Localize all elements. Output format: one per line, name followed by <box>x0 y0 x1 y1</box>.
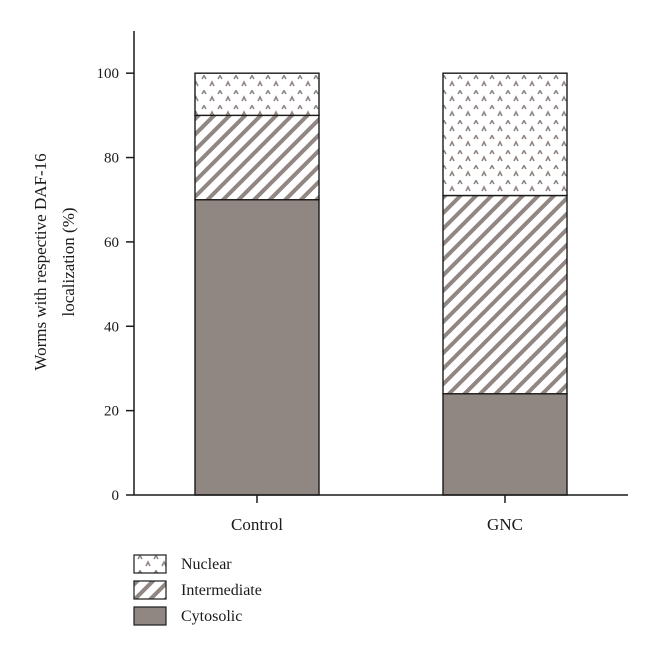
legend: Nuclear Intermediate Cytosolic <box>133 554 262 626</box>
y-tick-label: 100 <box>97 66 120 82</box>
y-tick-label: 20 <box>104 404 119 420</box>
y-tick-label: 60 <box>104 235 119 251</box>
bar-segment-cytosolic-control <box>194 199 320 496</box>
y-tick-label: 0 <box>112 488 120 504</box>
bar-segment-nuclear-gnc <box>442 72 568 197</box>
legend-label-intermediate: Intermediate <box>181 582 262 599</box>
y-axis-title: Worms with respective DAF-16 localizatio… <box>31 153 78 370</box>
legend-swatch-cytosolic <box>133 606 167 626</box>
x-tick-label-gnc: GNC <box>487 515 523 534</box>
bar-segment-cytosolic-gnc <box>442 393 568 496</box>
y-axis-title-line-2: localization (%) <box>59 207 78 316</box>
y-axis: 0 20 40 60 80 100 <box>97 31 135 504</box>
bar-segment-intermediate-control <box>194 114 320 201</box>
legend-label-nuclear: Nuclear <box>181 556 232 573</box>
x-tick-label-control: Control <box>231 515 283 534</box>
bar-segment-intermediate-gnc <box>442 194 568 395</box>
legend-swatch-nuclear <box>133 554 167 574</box>
legend-swatch-intermediate <box>133 580 167 600</box>
y-tick-label: 80 <box>104 151 119 167</box>
bar-segment-nuclear-control <box>194 72 320 117</box>
plot-area <box>194 72 568 496</box>
x-axis: Control GNC <box>134 494 628 534</box>
legend-label-cytosolic: Cytosolic <box>181 608 242 625</box>
y-tick-label: 40 <box>104 319 119 335</box>
y-axis-title-line-1: Worms with respective DAF-16 <box>31 153 50 370</box>
